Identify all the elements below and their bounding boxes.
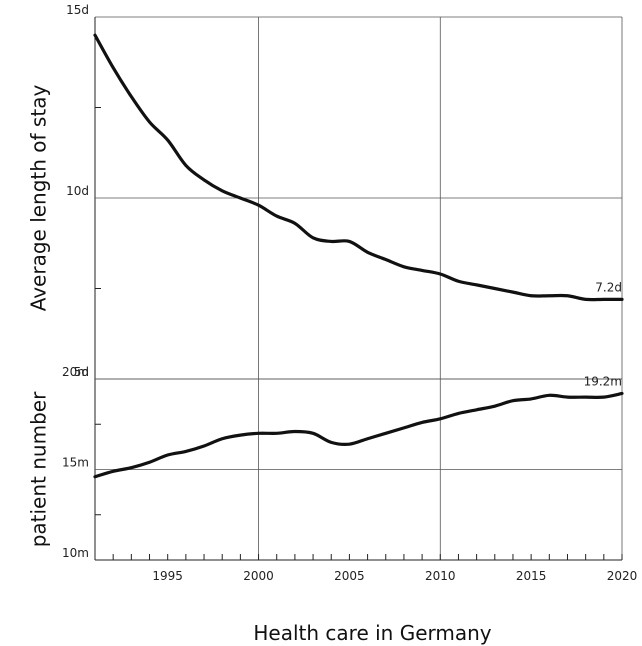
end-value-label-1: 19.2m bbox=[584, 374, 622, 388]
x-tick-label-2005: 2005 bbox=[334, 569, 365, 583]
y-tick-label-1-0: 20m bbox=[62, 365, 89, 379]
y-tick-label-1-2: 10m bbox=[62, 546, 89, 560]
series-line-1-0 bbox=[93, 391, 624, 479]
x-tick-label-2010: 2010 bbox=[425, 569, 456, 583]
x-tick-label-2000: 2000 bbox=[243, 569, 274, 583]
x-tick-label-2020: 2020 bbox=[607, 569, 638, 583]
minor-ticks bbox=[95, 107, 623, 560]
series-line-0-0 bbox=[93, 33, 624, 302]
y-tick-label-0-0: 15d bbox=[66, 3, 89, 17]
y-tick-label-0-2: 5d bbox=[74, 365, 89, 379]
grid bbox=[94, 16, 623, 561]
x-tick-label-1995: 1995 bbox=[152, 569, 183, 583]
x-tick-label-2015: 2015 bbox=[516, 569, 547, 583]
series-lines bbox=[93, 33, 624, 479]
y-axis-title-0: Average length of stay bbox=[27, 85, 51, 312]
y-tick-label-0-1: 10d bbox=[66, 184, 89, 198]
y-tick-label-1-1: 15m bbox=[62, 456, 89, 470]
y-axis-title-1: patient number bbox=[27, 391, 51, 547]
labels: 15d 10d 5d 7.2d Average length of stay 20m 15m… bbox=[27, 3, 638, 645]
end-value-label-0: 7.2d bbox=[595, 280, 622, 294]
x-axis-title: Health care in Germany bbox=[253, 621, 491, 645]
